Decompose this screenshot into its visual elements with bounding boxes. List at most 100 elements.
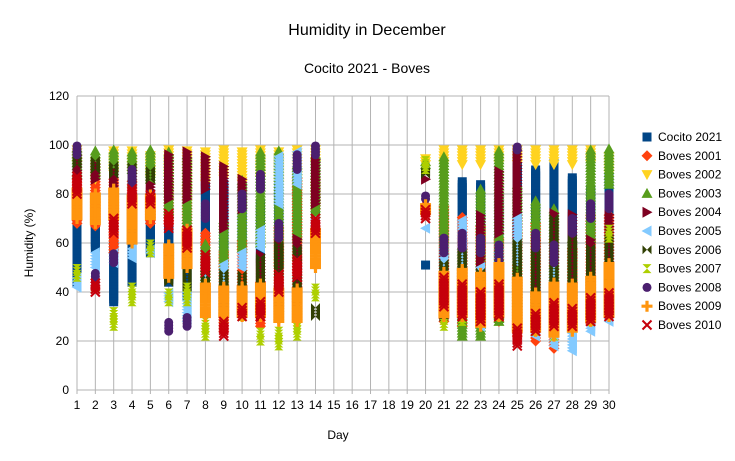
data-point bbox=[199, 238, 211, 249]
data-point bbox=[236, 247, 247, 259]
data-point bbox=[218, 259, 229, 271]
x-tick-label: 30 bbox=[602, 398, 616, 412]
data-point bbox=[493, 145, 505, 156]
legend-label: Boves 2006 bbox=[658, 243, 722, 257]
data-point bbox=[218, 145, 230, 156]
data-point bbox=[164, 317, 174, 327]
data-point bbox=[585, 271, 597, 283]
data-point bbox=[310, 216, 321, 227]
data-point bbox=[548, 297, 560, 308]
x-tick-label: 27 bbox=[547, 398, 561, 412]
data-point bbox=[145, 242, 155, 252]
data-point bbox=[457, 177, 467, 187]
data-point bbox=[236, 302, 248, 313]
data-point bbox=[200, 252, 211, 263]
data-point bbox=[108, 213, 119, 224]
x-tick-label: 28 bbox=[566, 398, 580, 412]
x-tick-label: 18 bbox=[382, 398, 396, 412]
data-point bbox=[456, 214, 467, 226]
data-point bbox=[566, 145, 578, 156]
data-point bbox=[182, 146, 193, 158]
data-point bbox=[255, 330, 265, 340]
legend-label: Boves 2008 bbox=[658, 280, 722, 294]
data-point bbox=[274, 326, 284, 336]
x-tick-label: 20 bbox=[419, 398, 433, 412]
data-point bbox=[457, 281, 468, 293]
y-tick-label: 60 bbox=[56, 236, 70, 250]
data-point bbox=[549, 214, 559, 223]
legend-label: Boves 2007 bbox=[658, 262, 722, 276]
data-point bbox=[512, 253, 522, 263]
data-point bbox=[237, 269, 247, 279]
data-point bbox=[163, 211, 174, 222]
data-point bbox=[127, 165, 137, 174]
legend-marker-icon bbox=[641, 187, 653, 198]
legend-label: Cocito 2021 bbox=[658, 130, 722, 144]
data-point bbox=[90, 156, 100, 166]
data-point bbox=[255, 299, 266, 310]
data-point bbox=[127, 282, 137, 292]
data-point bbox=[586, 199, 596, 209]
data-point bbox=[420, 207, 431, 218]
data-point bbox=[273, 272, 285, 283]
series-boves-2008 bbox=[72, 141, 614, 336]
legend-marker-icon bbox=[641, 225, 652, 237]
data-point bbox=[530, 308, 541, 319]
x-tick-label: 3 bbox=[110, 398, 117, 412]
legend: Cocito 2021 Boves 2001 Boves 2002 Boves 200… bbox=[641, 130, 722, 332]
data-point bbox=[438, 151, 450, 162]
data-point bbox=[108, 216, 119, 227]
data-point bbox=[109, 307, 119, 317]
data-point bbox=[218, 316, 229, 327]
chart-title: Humidity in December bbox=[288, 22, 446, 39]
x-tick-label: 19 bbox=[401, 398, 415, 412]
data-point bbox=[144, 144, 156, 155]
data-point bbox=[109, 310, 119, 320]
x-tick-label: 14 bbox=[309, 398, 323, 412]
data-point bbox=[511, 213, 522, 224]
data-point bbox=[604, 224, 614, 234]
data-point bbox=[511, 272, 523, 284]
data-point bbox=[475, 145, 487, 156]
data-point bbox=[439, 315, 449, 325]
data-point bbox=[531, 228, 541, 238]
data-point bbox=[126, 186, 138, 198]
data-point bbox=[218, 319, 229, 330]
data-point bbox=[72, 263, 82, 273]
data-point bbox=[292, 233, 303, 245]
data-point bbox=[291, 254, 303, 265]
data-point bbox=[200, 316, 210, 326]
data-point bbox=[237, 189, 247, 199]
data-point bbox=[108, 144, 120, 155]
data-point bbox=[475, 183, 487, 194]
data-point bbox=[475, 262, 486, 273]
data-point bbox=[126, 146, 138, 157]
data-point bbox=[548, 300, 560, 311]
x-tick-label: 11 bbox=[254, 398, 267, 412]
data-point bbox=[548, 145, 560, 156]
data-point bbox=[549, 240, 559, 250]
data-point bbox=[72, 141, 82, 151]
data-point bbox=[439, 259, 449, 269]
data-point bbox=[438, 266, 450, 278]
legend-marker-icon bbox=[642, 132, 652, 142]
legend-label: Boves 2009 bbox=[658, 299, 722, 313]
data-point bbox=[71, 171, 83, 182]
data-point bbox=[237, 173, 248, 185]
data-point bbox=[475, 267, 487, 279]
data-point bbox=[603, 290, 615, 302]
legend-item: Boves 2001 bbox=[641, 149, 722, 163]
data-point bbox=[494, 240, 504, 250]
data-point bbox=[90, 277, 101, 289]
data-point bbox=[219, 268, 229, 278]
data-point bbox=[236, 281, 248, 293]
data-point bbox=[456, 145, 468, 156]
data-point bbox=[566, 278, 578, 290]
x-tick-label: 7 bbox=[184, 398, 191, 412]
data-point bbox=[438, 275, 450, 286]
data-point bbox=[493, 281, 505, 293]
data-point bbox=[457, 278, 468, 290]
data-point bbox=[254, 224, 265, 236]
legend-label: Boves 2005 bbox=[658, 224, 722, 238]
data-point bbox=[108, 183, 120, 195]
